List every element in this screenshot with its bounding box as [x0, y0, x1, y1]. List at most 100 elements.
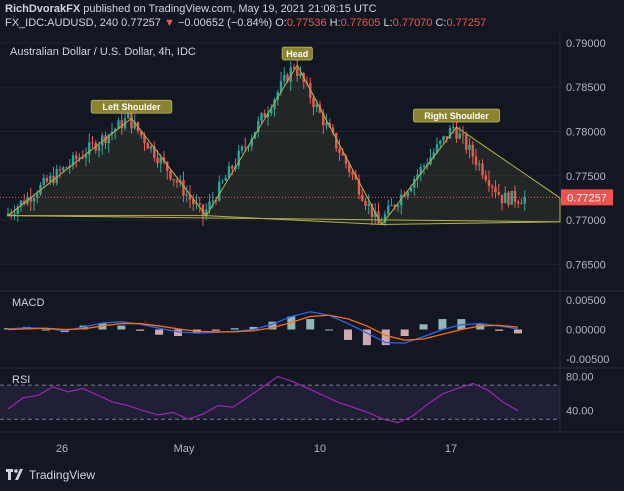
macd-histogram-bar — [344, 329, 352, 340]
candle-body — [328, 122, 331, 128]
candle-body — [198, 203, 201, 205]
candle-body — [159, 157, 162, 164]
candle-body — [448, 128, 452, 139]
macd-pane-title: MACD — [12, 297, 44, 309]
head-pattern — [205, 64, 383, 226]
candle-body — [205, 209, 208, 217]
candle-body — [19, 200, 23, 207]
candle-body — [127, 113, 130, 119]
candle-body — [84, 154, 88, 158]
last-price: 0.77257 — [121, 17, 161, 29]
candle-body — [214, 200, 218, 202]
candle-body — [325, 122, 328, 126]
candle-body — [81, 157, 84, 159]
last-price-tag-label: 0.77257 — [567, 192, 607, 204]
macd-histogram-bar — [117, 325, 126, 330]
candle-body — [120, 120, 123, 129]
candle-body — [335, 133, 338, 149]
candle-body — [283, 74, 286, 82]
candle-body — [517, 201, 520, 204]
candle-body — [455, 127, 458, 139]
candle-body — [315, 104, 318, 108]
candle-body — [292, 67, 296, 69]
candle-body — [390, 205, 393, 207]
publisher-name[interactable]: RichDvorakFX — [5, 3, 81, 15]
candle-body — [257, 120, 260, 132]
candle-body — [175, 180, 179, 183]
price-change: −0.00652 (−0.84%) — [177, 17, 273, 29]
macd-histogram-bar — [211, 329, 220, 331]
candle-body — [419, 166, 422, 175]
candle-body — [273, 99, 276, 110]
candle-body — [510, 190, 513, 205]
candle-body — [16, 206, 19, 214]
candle-body — [513, 190, 517, 202]
candle-body — [153, 146, 156, 158]
candle-body — [487, 180, 491, 187]
candle-body — [458, 133, 461, 139]
macd-histogram-bar — [438, 319, 447, 330]
rsi-tick-label: 40.00 — [566, 406, 594, 418]
candle-body — [507, 192, 510, 205]
tradingview-branding[interactable]: TradingView — [6, 468, 95, 482]
close-value: 0.77257 — [446, 17, 487, 29]
macd-histogram-bar — [400, 329, 409, 337]
candle-body — [244, 146, 247, 148]
time-tick-label: 10 — [314, 443, 326, 455]
candle-body — [296, 68, 299, 76]
macd-histogram-bar — [495, 329, 504, 331]
candle-body — [192, 199, 195, 205]
left-shoulder-label: Left Shoulder — [103, 102, 161, 112]
candle-body — [237, 150, 240, 166]
candle-body — [442, 136, 445, 141]
candle-body — [140, 130, 143, 136]
candle-body — [494, 187, 497, 193]
candle-body — [117, 120, 120, 129]
candle-body — [13, 213, 16, 215]
candle-body — [413, 179, 416, 188]
price-pane-title: Australian Dollar / U.S. Dollar, 4h, IDC — [10, 46, 196, 58]
rsi-tick-label: 80.00 — [566, 372, 594, 384]
candle-body — [88, 142, 91, 155]
candle-body — [32, 197, 36, 202]
candle-body — [149, 146, 153, 149]
open-value: 0.77536 — [286, 17, 327, 29]
open-label: O: — [275, 17, 287, 29]
candle-body — [101, 135, 104, 146]
candle-body — [276, 92, 279, 100]
candle-body — [432, 152, 435, 158]
price-tick-label: 0.78000 — [566, 126, 606, 138]
candle-body — [468, 144, 471, 150]
candle-body — [387, 205, 390, 215]
candle-body — [338, 148, 341, 154]
candle-body — [348, 163, 351, 173]
macd-histogram-bar — [306, 319, 315, 330]
right-shoulder-label-box — [412, 108, 500, 123]
macd-histogram-bar — [476, 324, 485, 330]
candle-body — [299, 73, 302, 76]
candle-body — [286, 74, 289, 82]
candle-body — [75, 155, 78, 160]
symbol-info: FX_IDC:AUDUSD, 240 0.77257 ▼ −0.00652 (−… — [5, 17, 486, 29]
candle-body — [211, 200, 214, 202]
candle-body — [364, 200, 367, 206]
candle-body — [65, 167, 68, 169]
candle-body — [247, 146, 250, 148]
rsi-line — [7, 375, 519, 424]
candle-body — [396, 205, 400, 207]
macd-histogram-bar — [268, 321, 277, 330]
candle-body — [471, 144, 474, 157]
candle-body — [439, 140, 442, 145]
high-value: 0.77605 — [340, 17, 381, 29]
candle-body — [504, 192, 507, 204]
candle-body — [201, 204, 205, 217]
candle-body — [520, 203, 523, 205]
candle-body — [465, 134, 468, 150]
left-shoulder-pattern — [6, 117, 208, 217]
candle-body — [49, 175, 52, 182]
symbol-name[interactable]: FX_IDC:AUDUSD, 240 — [5, 17, 119, 29]
low-value: 0.77070 — [392, 17, 433, 29]
left-shoulder-label-box — [90, 99, 173, 114]
head-label: Head — [286, 49, 308, 59]
candle-body — [497, 192, 500, 195]
